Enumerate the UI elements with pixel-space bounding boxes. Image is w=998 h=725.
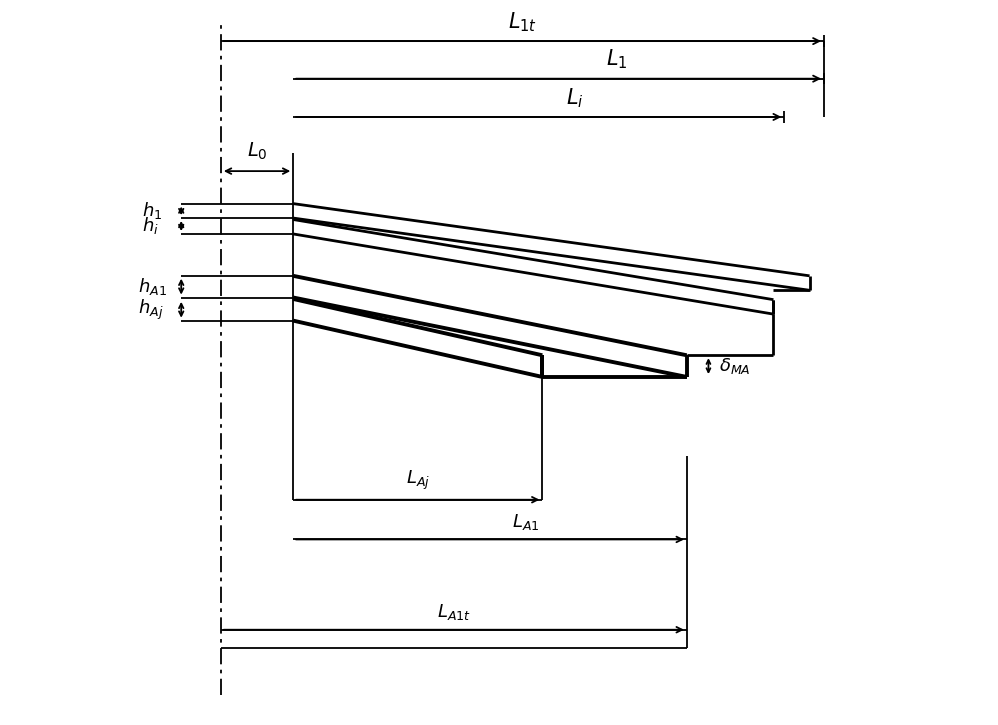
Text: $\delta_{MA}$: $\delta_{MA}$ [720, 356, 750, 376]
Text: $L_{1t}$: $L_{1t}$ [508, 10, 537, 34]
Text: $h_i$: $h_i$ [142, 215, 159, 236]
Text: $L_0$: $L_0$ [247, 141, 267, 162]
Text: $h_{A1}$: $h_{A1}$ [138, 276, 167, 297]
Text: $L_i$: $L_i$ [566, 86, 584, 109]
Text: $L_{Aj}$: $L_{Aj}$ [405, 469, 430, 492]
Text: $h_{Aj}$: $h_{Aj}$ [138, 298, 164, 322]
Text: $L_{A1t}$: $L_{A1t}$ [437, 602, 471, 623]
Text: $L_{A1}$: $L_{A1}$ [512, 513, 540, 532]
Text: $L_1$: $L_1$ [606, 48, 627, 72]
Text: $h_1$: $h_1$ [142, 200, 162, 221]
